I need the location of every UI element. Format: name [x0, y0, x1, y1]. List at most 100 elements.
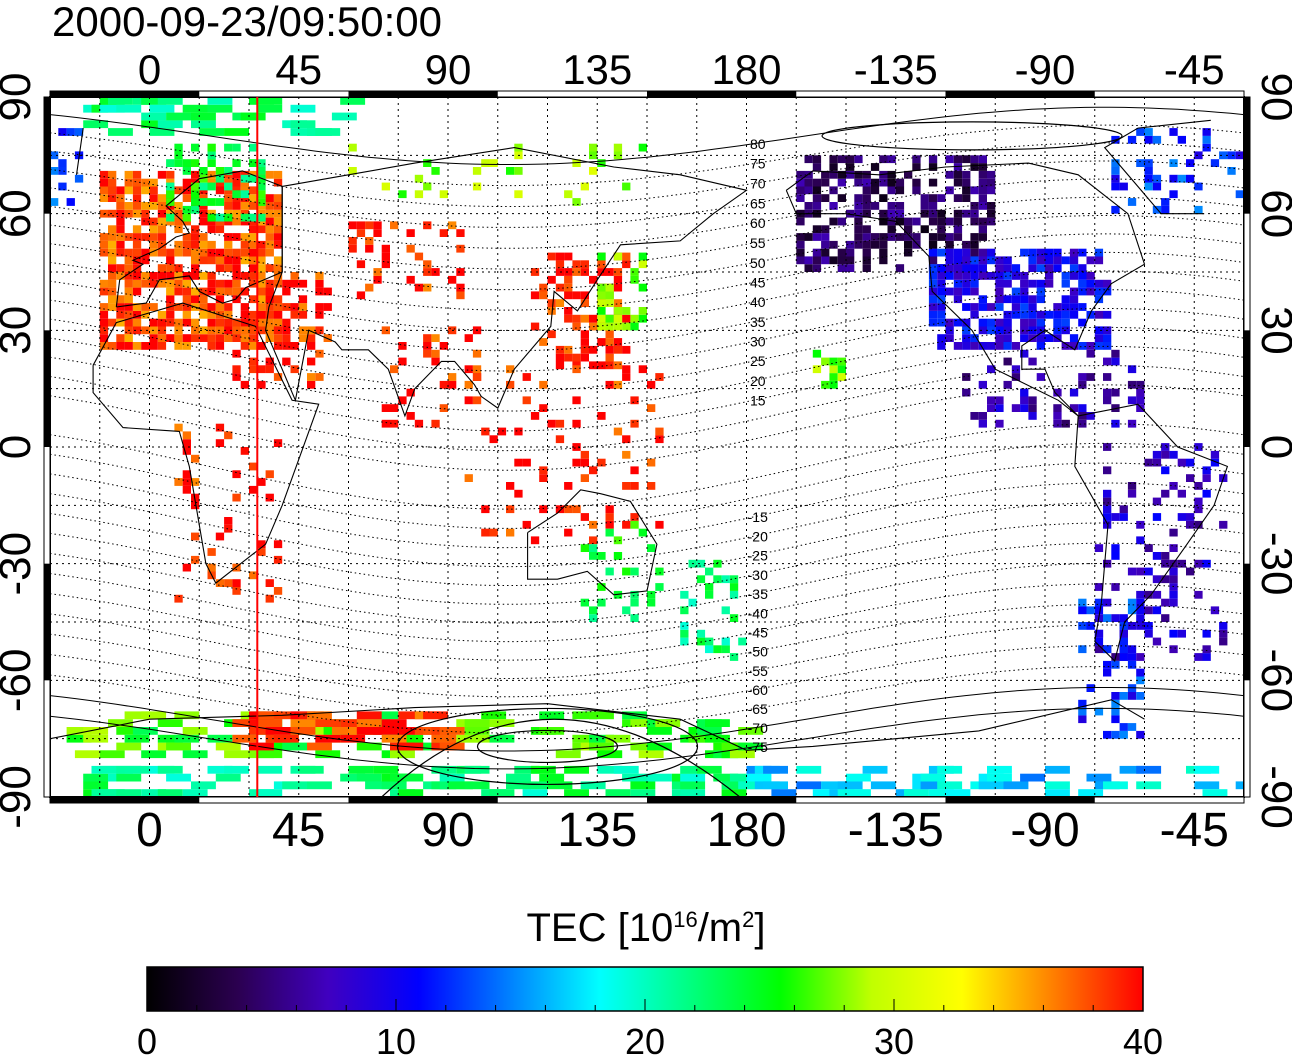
tec-cell	[273, 439, 283, 447]
tec-cell	[423, 260, 432, 269]
tec-cell	[1078, 318, 1087, 327]
tec-cell	[796, 233, 805, 241]
tec-cell	[854, 233, 863, 241]
tec-cell	[331, 112, 357, 121]
tec-cell	[1053, 404, 1062, 412]
tec-cell	[630, 567, 639, 576]
tec-cell	[448, 373, 457, 381]
tec-cell	[945, 789, 971, 797]
tec-cell	[406, 244, 415, 253]
tec-cell	[1161, 552, 1170, 560]
tec-cell	[572, 458, 581, 467]
tec-cell	[1103, 781, 1128, 790]
tec-cell	[398, 711, 424, 720]
tec-cell	[464, 765, 490, 774]
tec-cell	[257, 310, 266, 319]
tec-cell	[265, 310, 274, 319]
tec-cell	[1169, 174, 1178, 183]
tec-cell	[398, 773, 424, 782]
tec-cell	[970, 163, 979, 171]
tec-cell	[978, 155, 987, 164]
tec-cell	[414, 419, 424, 428]
tec-cell	[705, 719, 730, 727]
tec-cell	[166, 190, 175, 199]
tec-cell	[920, 194, 929, 202]
tec-cell	[224, 240, 233, 249]
tec-cell	[273, 342, 283, 350]
tec-cell	[323, 303, 332, 311]
tec-cell	[912, 240, 921, 249]
tec-cell	[108, 318, 117, 327]
tec-cell	[647, 544, 656, 552]
tec-cell	[132, 727, 158, 735]
tec-cell	[191, 532, 200, 541]
tec-cell	[273, 734, 299, 743]
tec-cell	[448, 380, 457, 389]
tec-cell	[182, 233, 191, 241]
tec-cell	[763, 765, 788, 774]
tec-cell	[240, 248, 249, 257]
tec-cell	[141, 272, 150, 280]
tec-cell	[240, 174, 249, 183]
tec-cell	[796, 765, 822, 774]
tec-cell	[381, 734, 407, 743]
tec-cell	[1011, 295, 1021, 304]
tec-cell	[978, 412, 987, 420]
south-pole-contour-outer	[396, 707, 699, 786]
tec-cell	[1136, 128, 1145, 136]
tec-cell	[1061, 310, 1070, 319]
tec-cell	[215, 167, 225, 175]
tec-cell	[365, 283, 374, 292]
tec-cell	[962, 240, 971, 249]
tec-cell	[224, 128, 249, 136]
tec-cell	[141, 750, 167, 759]
tec-cell	[970, 310, 979, 319]
tec-cell	[680, 781, 706, 790]
tec-cell	[912, 233, 921, 241]
tec-cell	[1127, 365, 1137, 374]
tec-cell	[539, 711, 565, 720]
tec-cell	[439, 404, 448, 412]
tec-cell	[1053, 326, 1062, 335]
tec-cell	[928, 789, 954, 797]
tec-cell	[622, 345, 631, 354]
tec-cell	[555, 435, 565, 444]
tec-cell	[249, 194, 258, 202]
tec-cell	[995, 419, 1004, 428]
tec-cell	[439, 727, 465, 735]
tec-cell	[373, 229, 382, 237]
tec-cell	[1127, 489, 1137, 498]
right-lat-tick-label: -60	[1252, 649, 1292, 713]
tec-cell	[1161, 614, 1170, 622]
tec-cell	[273, 264, 283, 272]
tec-cell	[116, 186, 125, 195]
tec-cell	[381, 326, 390, 335]
tec-cell	[862, 256, 871, 265]
tec-cell	[265, 287, 274, 296]
tec-cell	[597, 765, 623, 774]
tec-cell	[99, 170, 109, 179]
tec-cell	[315, 128, 341, 136]
tec-cell	[257, 478, 266, 486]
tec-cell	[1111, 357, 1120, 366]
left-scale-segment	[44, 97, 50, 214]
tec-cell	[962, 155, 971, 164]
tec-cell	[953, 163, 963, 171]
tec-cell	[74, 174, 84, 183]
tec-cell	[149, 318, 158, 327]
tec-cell	[597, 583, 606, 591]
tec-cell	[265, 248, 274, 257]
top-lon-tick-label: 45	[275, 46, 322, 93]
tec-cell	[854, 155, 863, 164]
top-scale-segment	[647, 91, 797, 97]
tec-cell	[920, 773, 946, 782]
tec-cell	[1152, 205, 1162, 214]
tec-cell	[1061, 272, 1070, 280]
tec-cell	[124, 295, 133, 304]
tec-cell	[978, 202, 987, 210]
tec-cell	[257, 318, 266, 327]
magnetic-latitude-label: -30	[748, 567, 768, 583]
tec-cell	[970, 303, 979, 311]
tec-cell	[729, 575, 739, 584]
tec-cell	[265, 365, 274, 374]
